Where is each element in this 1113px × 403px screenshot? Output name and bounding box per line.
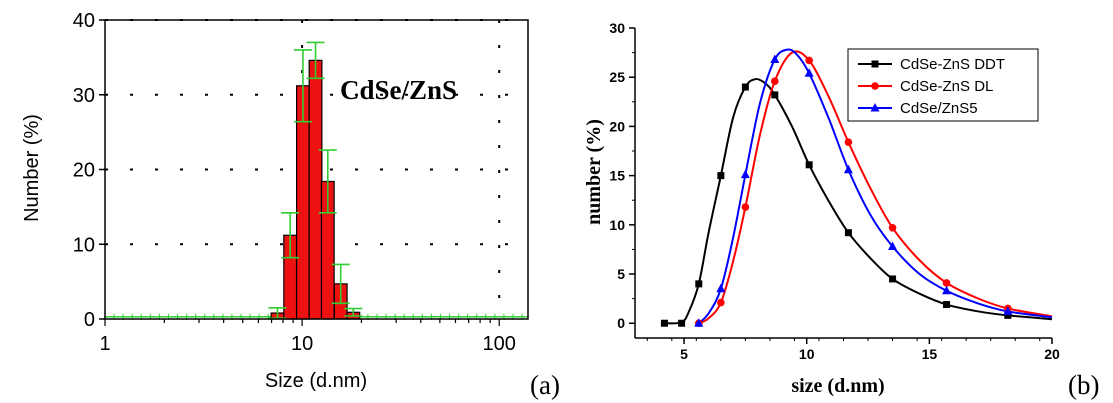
chart-b-ytick-label: 15	[609, 168, 625, 184]
chart-a-inset-label: CdSe/ZnS	[340, 75, 457, 105]
chart-b-legend-label: CdSe-ZnS DDT	[900, 56, 1005, 73]
chart-b-point	[1003, 306, 1013, 315]
chart-b-point	[694, 318, 704, 327]
chart-b-point	[660, 319, 668, 327]
chart-b-point	[741, 83, 749, 91]
chart-a-xtick-label: 100	[483, 333, 516, 355]
chart-b-point	[770, 54, 780, 63]
chart-a-xtick-label: 10	[291, 333, 313, 355]
chart-b-series-line	[664, 78, 1053, 325]
chart-b-ytick-label: 10	[609, 217, 625, 233]
chart-a-bars	[270, 59, 361, 320]
chart-b-point	[942, 279, 951, 287]
chart-b-legend-marker	[871, 82, 879, 90]
chart-b-point	[741, 203, 750, 211]
chart-b-markers	[660, 54, 1013, 328]
chart-a-ytick-label: 20	[73, 160, 95, 182]
chart-b-point	[717, 298, 725, 307]
chart-b-xtick-label: 20	[1044, 346, 1060, 362]
chart-b-point	[844, 229, 852, 237]
chart-a-xlabel: Size (d.nm)	[265, 370, 367, 392]
chart-a-xtick-label: 1	[99, 333, 110, 355]
chart-a-ylabel: Number (%)	[21, 114, 43, 222]
chart-b-ytick-label: 5	[617, 266, 625, 282]
chart-b-legend: CdSe-ZnS DDT CdSe-ZnS DL CdSe/ZnS5	[847, 48, 1039, 122]
chart-b-point	[771, 91, 779, 99]
chart-b-point	[889, 275, 897, 283]
chart-b-point	[678, 319, 686, 327]
chart-b-point	[716, 283, 726, 293]
chart-b-xtick-label: 10	[799, 346, 815, 362]
chart-b-xlabel: size (d.nm)	[791, 375, 884, 397]
chart-b-point	[1004, 311, 1012, 319]
chart-b-point	[943, 301, 951, 309]
chart-a-ytick-label: 10	[73, 234, 95, 256]
chart-b-point	[888, 241, 898, 250]
chart-a-ticks: 0 10 20 30 40 1 10 100	[73, 10, 516, 355]
chart-b-point	[805, 56, 813, 65]
chart-b-legend-marker	[870, 103, 880, 112]
chart-b-point	[888, 223, 897, 232]
chart-a-bar	[308, 59, 323, 320]
chart-b-xtick-label: 5	[680, 346, 688, 362]
chart-b-xtick-label: 15	[922, 346, 938, 362]
chart-b-point	[695, 280, 703, 288]
chart-b-ticks: 0 5 10 15 20 25 30 5 10 15 20	[609, 20, 1060, 362]
chart-a-ytick-label: 40	[73, 10, 95, 32]
chart-b-point	[843, 164, 853, 174]
chart-b-panel-label: (b)	[1068, 370, 1099, 400]
chart-b-ytick-label: 25	[609, 69, 625, 85]
chart-a-ytick-label: 30	[73, 85, 95, 107]
chart-b-ytick-label: 20	[609, 118, 625, 134]
chart-b-ytick-label: 0	[617, 315, 625, 331]
chart-a-ytick-label: 0	[84, 309, 95, 331]
chart-b-point	[805, 161, 813, 169]
chart-b-point	[844, 138, 853, 146]
chart-b-legend-label: CdSe/ZnS5	[900, 100, 978, 117]
chart-b-point	[771, 77, 779, 85]
chart-a-panel-label: (a)	[530, 370, 560, 400]
chart-a: 0 10 20 30 40 1 10 100 CdSe/ZnS Size (d.nm) Num…	[21, 10, 560, 400]
chart-b-point	[717, 172, 725, 180]
chart-b-ylabel: number (%)	[583, 119, 605, 225]
chart-b-ytick-label: 30	[609, 20, 625, 36]
chart-b-point	[804, 68, 814, 77]
chart-b-point	[942, 285, 952, 295]
chart-b-point	[740, 169, 750, 179]
chart-b-legend-marker	[871, 60, 879, 68]
chart-b-legend-label: CdSe-ZnS DL	[900, 78, 993, 95]
